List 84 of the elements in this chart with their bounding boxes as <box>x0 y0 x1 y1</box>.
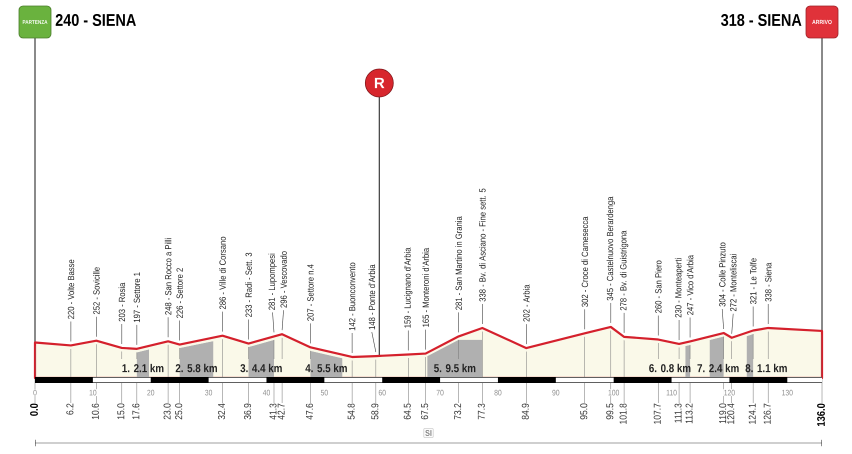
data-label: 230 - Monteaperti <box>674 258 684 318</box>
band-label: 8. 1.1 km <box>746 364 787 372</box>
x-tick-label: 42.7 <box>278 404 285 420</box>
band-label: 5. 9.5 km <box>434 364 476 372</box>
x2-tick-label: 100 <box>608 390 620 396</box>
x-tick-label: 23.0 <box>164 404 171 420</box>
data-label: 302 - Croce di Camesecca <box>581 216 588 307</box>
data-label: 159 - Lucignano d’Arbia <box>404 247 412 328</box>
data-label: 226 - Settore 2 <box>176 268 183 318</box>
data-label: 281 - San Martino in Grania <box>455 216 462 310</box>
band-label: 2. 5.8 km <box>176 364 217 372</box>
band-label: 3. 4.4 km <box>240 364 282 372</box>
x2-tick-label: 20 <box>147 390 154 396</box>
x-tick-label: 6.2 <box>66 404 74 415</box>
x2-tick-label: 50 <box>320 390 328 396</box>
x2-tick-label: 40 <box>262 390 270 396</box>
x2-tick-label: 60 <box>378 390 386 396</box>
data-label: 248 - San Rocco a Pilli <box>164 238 172 315</box>
x-tick-label: 95.0 <box>580 404 588 420</box>
data-label: 203 - Rosia <box>118 282 126 322</box>
x-tick-label: 54.8 <box>348 404 355 420</box>
x-tick-label: 67.5 <box>421 404 428 420</box>
x-tick-label: 25.0 <box>175 404 182 420</box>
x-tick-label: 101.8 <box>620 404 627 424</box>
x2-tick-label: 10 <box>90 390 96 396</box>
text: SI <box>425 430 432 436</box>
x-tick-label: 119.0 <box>719 404 726 424</box>
annotation: 318 - SIENA <box>721 14 802 26</box>
band-label: 7. 2.4 km <box>697 364 739 372</box>
x-tick-label: 0.0 <box>30 404 38 416</box>
data-label: 272 - Monteliscai <box>730 254 736 312</box>
x2-tick-label: 120 <box>724 390 735 396</box>
x2-tick-label: 130 <box>782 390 793 396</box>
x2-tick-label: 80 <box>494 390 502 396</box>
x-tick-label: 15.0 <box>117 404 124 420</box>
data-label: 338 - Siena <box>764 262 772 302</box>
x-tick-label: 77.3 <box>478 404 485 420</box>
x2-tick-label: 90 <box>552 390 560 396</box>
data-label: 321 - Le Tolfe <box>750 258 756 304</box>
band-label: 6. 0.8 km <box>649 364 690 372</box>
x-tick-label: 64.5 <box>404 404 411 420</box>
x-tick-label: 17.6 <box>132 404 140 420</box>
data-label: 148 - Ponte d’Arbia <box>368 264 376 330</box>
data-label: 220 - Volte Basse <box>68 260 74 319</box>
x-tick-label: 136.0 <box>817 404 825 426</box>
data-label: 345 - Castelnuovo Berardenga <box>606 196 615 300</box>
data-label: 260 - San Piero <box>654 260 662 313</box>
x2-tick-label: 30 <box>205 390 212 396</box>
x-tick-label: 41.3 <box>269 404 277 420</box>
x-tick-label: 126.7 <box>764 404 771 424</box>
x-tick-label: 32.4 <box>218 403 226 420</box>
x-tick-label: 120.4 <box>727 403 734 424</box>
x-tick-label: 58.9 <box>371 404 378 420</box>
x-tick-label: 107.7 <box>654 404 661 424</box>
data-label: 252 - Sovicille <box>93 267 100 314</box>
data-label: 286 - Ville di Corsano <box>219 236 226 310</box>
x-tick-label: 113.2 <box>686 404 693 424</box>
data-label: 278 - Bv. di Guistrigona <box>620 230 628 310</box>
band-label: 1. 2.1 km <box>122 364 164 372</box>
data-label: 207 - Settore n.4 <box>307 264 314 321</box>
x-tick-label: 73.2 <box>454 404 462 420</box>
x2-tick-label: 70 <box>436 390 444 396</box>
ref-line-label: R <box>374 78 384 88</box>
x2-tick-label: 0 <box>33 390 37 396</box>
x-tick-label: 111.3 <box>674 404 682 423</box>
data-label: 338 - Bv. di Asciano - Fine sett. 5 <box>479 188 486 302</box>
data-label: 296 - Vescovado <box>280 251 287 308</box>
annotation: 240 - SIENA <box>56 14 136 26</box>
data-label: 197 - Settore 1 <box>134 272 140 322</box>
data-label: 165 - Monteroni d’Arbia <box>422 248 429 327</box>
x-tick-label: 47.6 <box>306 404 313 420</box>
x-tick-label: 84.9 <box>522 404 529 420</box>
data-label: 233 - Radi - Sett. 3 <box>245 252 252 317</box>
data-label: 247 - Vico d’Arbia <box>686 255 694 315</box>
x-tick-label: 10.6 <box>92 404 99 420</box>
x2-tick-label: 110 <box>666 390 677 396</box>
band-label: 4. 5.5 km <box>305 364 347 372</box>
x-tick-label: 99.5 <box>606 404 614 420</box>
data-label: 281 - Lupompesi <box>268 254 277 310</box>
data-label: 202 - Arbia <box>523 284 530 322</box>
data-label: 142 - Buonconvento <box>348 262 356 330</box>
x-tick-label: 36.9 <box>244 404 252 420</box>
x-tick-label: 124.1 <box>748 404 756 424</box>
data-label: 304 - Colle Pinzuto <box>718 242 726 307</box>
